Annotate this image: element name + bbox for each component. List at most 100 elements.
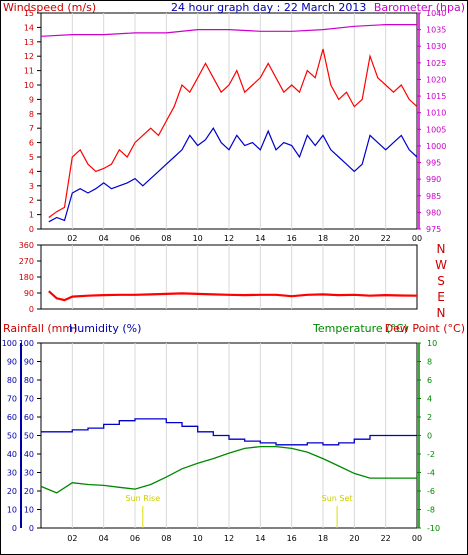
temp-x-tick-label: 10 <box>193 534 203 543</box>
temperature-y-tick-label: -8 <box>427 506 435 515</box>
wind-y-tick-label: 10 <box>24 81 34 90</box>
series-line-direction <box>48 290 418 302</box>
series-line-gust <box>48 48 418 218</box>
humidity-y-tick-label: 0 <box>29 524 34 533</box>
wind-y-tick-label: 11 <box>24 67 34 76</box>
wind-y-tick-label: 0 <box>29 225 34 234</box>
sun-marker-label: Sun Set <box>322 494 353 503</box>
temperature-y-tick-label: 10 <box>427 339 437 348</box>
direction-y-ticks: 0 90 180 270 360 <box>19 241 41 314</box>
wind-x-tick-label: 20 <box>349 234 359 243</box>
wind-x-tick-label: 06 <box>130 234 140 243</box>
rainfall-y-tick-label: 20 <box>7 487 17 496</box>
humidity-y-tick-label: 80 <box>24 376 34 385</box>
wind-y-tick-label: 4 <box>29 167 34 176</box>
wind-y-tick-label: 8 <box>29 110 34 119</box>
temp-series <box>40 418 417 494</box>
direction-y-tick-label: 360 <box>19 241 34 250</box>
barometer-y-tick-label: 1020 <box>426 75 446 84</box>
direction-y-tick-label: 90 <box>24 289 34 298</box>
humidity-y-tick-label: 10 <box>24 506 34 515</box>
wind-x-tick-label: 16 <box>287 234 297 243</box>
wind-x-tick-label: 22 <box>381 234 391 243</box>
humidity-y-tick-label: 50 <box>24 432 34 441</box>
rainfall-y-tick-label: 50 <box>7 432 17 441</box>
barometer-y-tick-label: 1015 <box>426 92 446 101</box>
wind-y-tick-label: 6 <box>29 139 34 148</box>
barometer-y-tick-label: 1040 <box>426 9 446 18</box>
wind-x-tick-label: 08 <box>161 234 171 243</box>
temperature-y-tick-label: -2 <box>427 450 435 459</box>
temp-x-tick-label: 14 <box>255 534 265 543</box>
temperature-y-tick-label: 2 <box>427 413 432 422</box>
series-line-humidity <box>41 418 417 446</box>
wind-x-tick-label: 18 <box>318 234 328 243</box>
temperature-y-tick-label: -4 <box>427 469 435 478</box>
chart-title: 24 hour graph day : 22 March 2013 <box>171 1 366 14</box>
wind-x-tick-label: 02 <box>67 234 77 243</box>
compass-label: N <box>437 306 446 320</box>
rainfall-y-tick-label: 100 <box>2 339 17 348</box>
sun-annotations: Sun Rise Sun Set <box>126 494 353 528</box>
direction-y-tick-label: 270 <box>19 257 34 266</box>
sun-marker-label: Sun Rise <box>126 494 161 503</box>
humidity-y-tick-label: 20 <box>24 487 34 496</box>
temp-x-tick-label: 18 <box>318 534 328 543</box>
wind-y-tick-label: 12 <box>24 52 34 61</box>
wind-x-tick-label: 12 <box>224 234 234 243</box>
barometer-y-tick-label: 995 <box>426 159 441 168</box>
compass-label: W <box>435 258 447 272</box>
barometer-y-tick-label: 1035 <box>426 26 446 35</box>
barometer-y-tick-label: 985 <box>426 192 441 201</box>
barometer-y-tick-label: 1000 <box>426 142 446 151</box>
direction-panel-grid <box>71 245 387 309</box>
wind-series <box>40 24 418 223</box>
wind-y-tick-label: 13 <box>24 38 34 47</box>
humidity-y-tick-label: 90 <box>24 358 34 367</box>
barometer-y-tick-label: 975 <box>426 225 441 234</box>
wind-x-tick-label: 04 <box>99 234 109 243</box>
series-line-temperature <box>40 445 417 494</box>
compass-label: S <box>437 274 445 288</box>
rainfall-y-tick-label: 70 <box>7 395 17 404</box>
temp-x-tick-label: 00 <box>412 534 422 543</box>
temperature-y-tick-label: 4 <box>427 395 432 404</box>
wind-axis-label: Windspeed (m/s) <box>3 1 96 14</box>
temperature-y-tick-label: 0 <box>427 432 432 441</box>
wind-panel-grid <box>71 13 387 229</box>
temp-panel-grid <box>71 343 387 528</box>
rainfall-y-tick-label: 40 <box>7 450 17 459</box>
barometer-y-tick-label: 1025 <box>426 59 446 68</box>
temperature-axis-label: Temperature (°C) <box>312 322 408 335</box>
humidity-axis-label: Humidity (%) <box>69 322 141 335</box>
barometer-y-ticks: 975 980 985 990 995 1000 1005 1010 1015 1020 1025 1… <box>417 9 446 234</box>
wind-y-tick-label: 15 <box>24 9 34 18</box>
temperature-y-tick-label: -6 <box>427 487 435 496</box>
humidity-y-tick-label: 30 <box>24 469 34 478</box>
rainfall-axis-label: Rainfall (mm) <box>3 322 77 335</box>
temp-x-tick-label: 16 <box>287 534 297 543</box>
wind-x-tick-label: 10 <box>193 234 203 243</box>
rainfall-y-tick-label: 30 <box>7 469 17 478</box>
humidity-y-tick-label: 70 <box>24 395 34 404</box>
direction-series <box>48 290 418 302</box>
humidity-y-ticks: 0 0 10 10 20 20 30 30 40 40 50 50 60 60 70 70 80 80 90 90 10… <box>2 339 41 533</box>
rainfall-y-tick-label: 60 <box>7 413 17 422</box>
barometer-y-tick-label: 1010 <box>426 109 446 118</box>
humidity-y-tick-label: 40 <box>24 450 34 459</box>
temp-x-tick-label: 02 <box>67 534 77 543</box>
temp-x-ticks: 02 04 06 08 10 12 14 16 18 20 22 00 <box>67 534 422 543</box>
temp-x-tick-label: 04 <box>99 534 109 543</box>
series-line-barometer <box>40 24 417 37</box>
temp-x-tick-label: 22 <box>381 534 391 543</box>
compass-label: N <box>437 242 446 256</box>
wind-y-tick-label: 5 <box>29 153 34 162</box>
barometer-y-tick-label: 990 <box>426 175 441 184</box>
compass-label: E <box>437 290 445 304</box>
wind-y-tick-label: 1 <box>29 211 34 220</box>
barometer-y-tick-label: 1005 <box>426 125 446 134</box>
wind-y-tick-label: 14 <box>24 23 34 32</box>
wind-y-tick-label: 3 <box>29 182 34 191</box>
